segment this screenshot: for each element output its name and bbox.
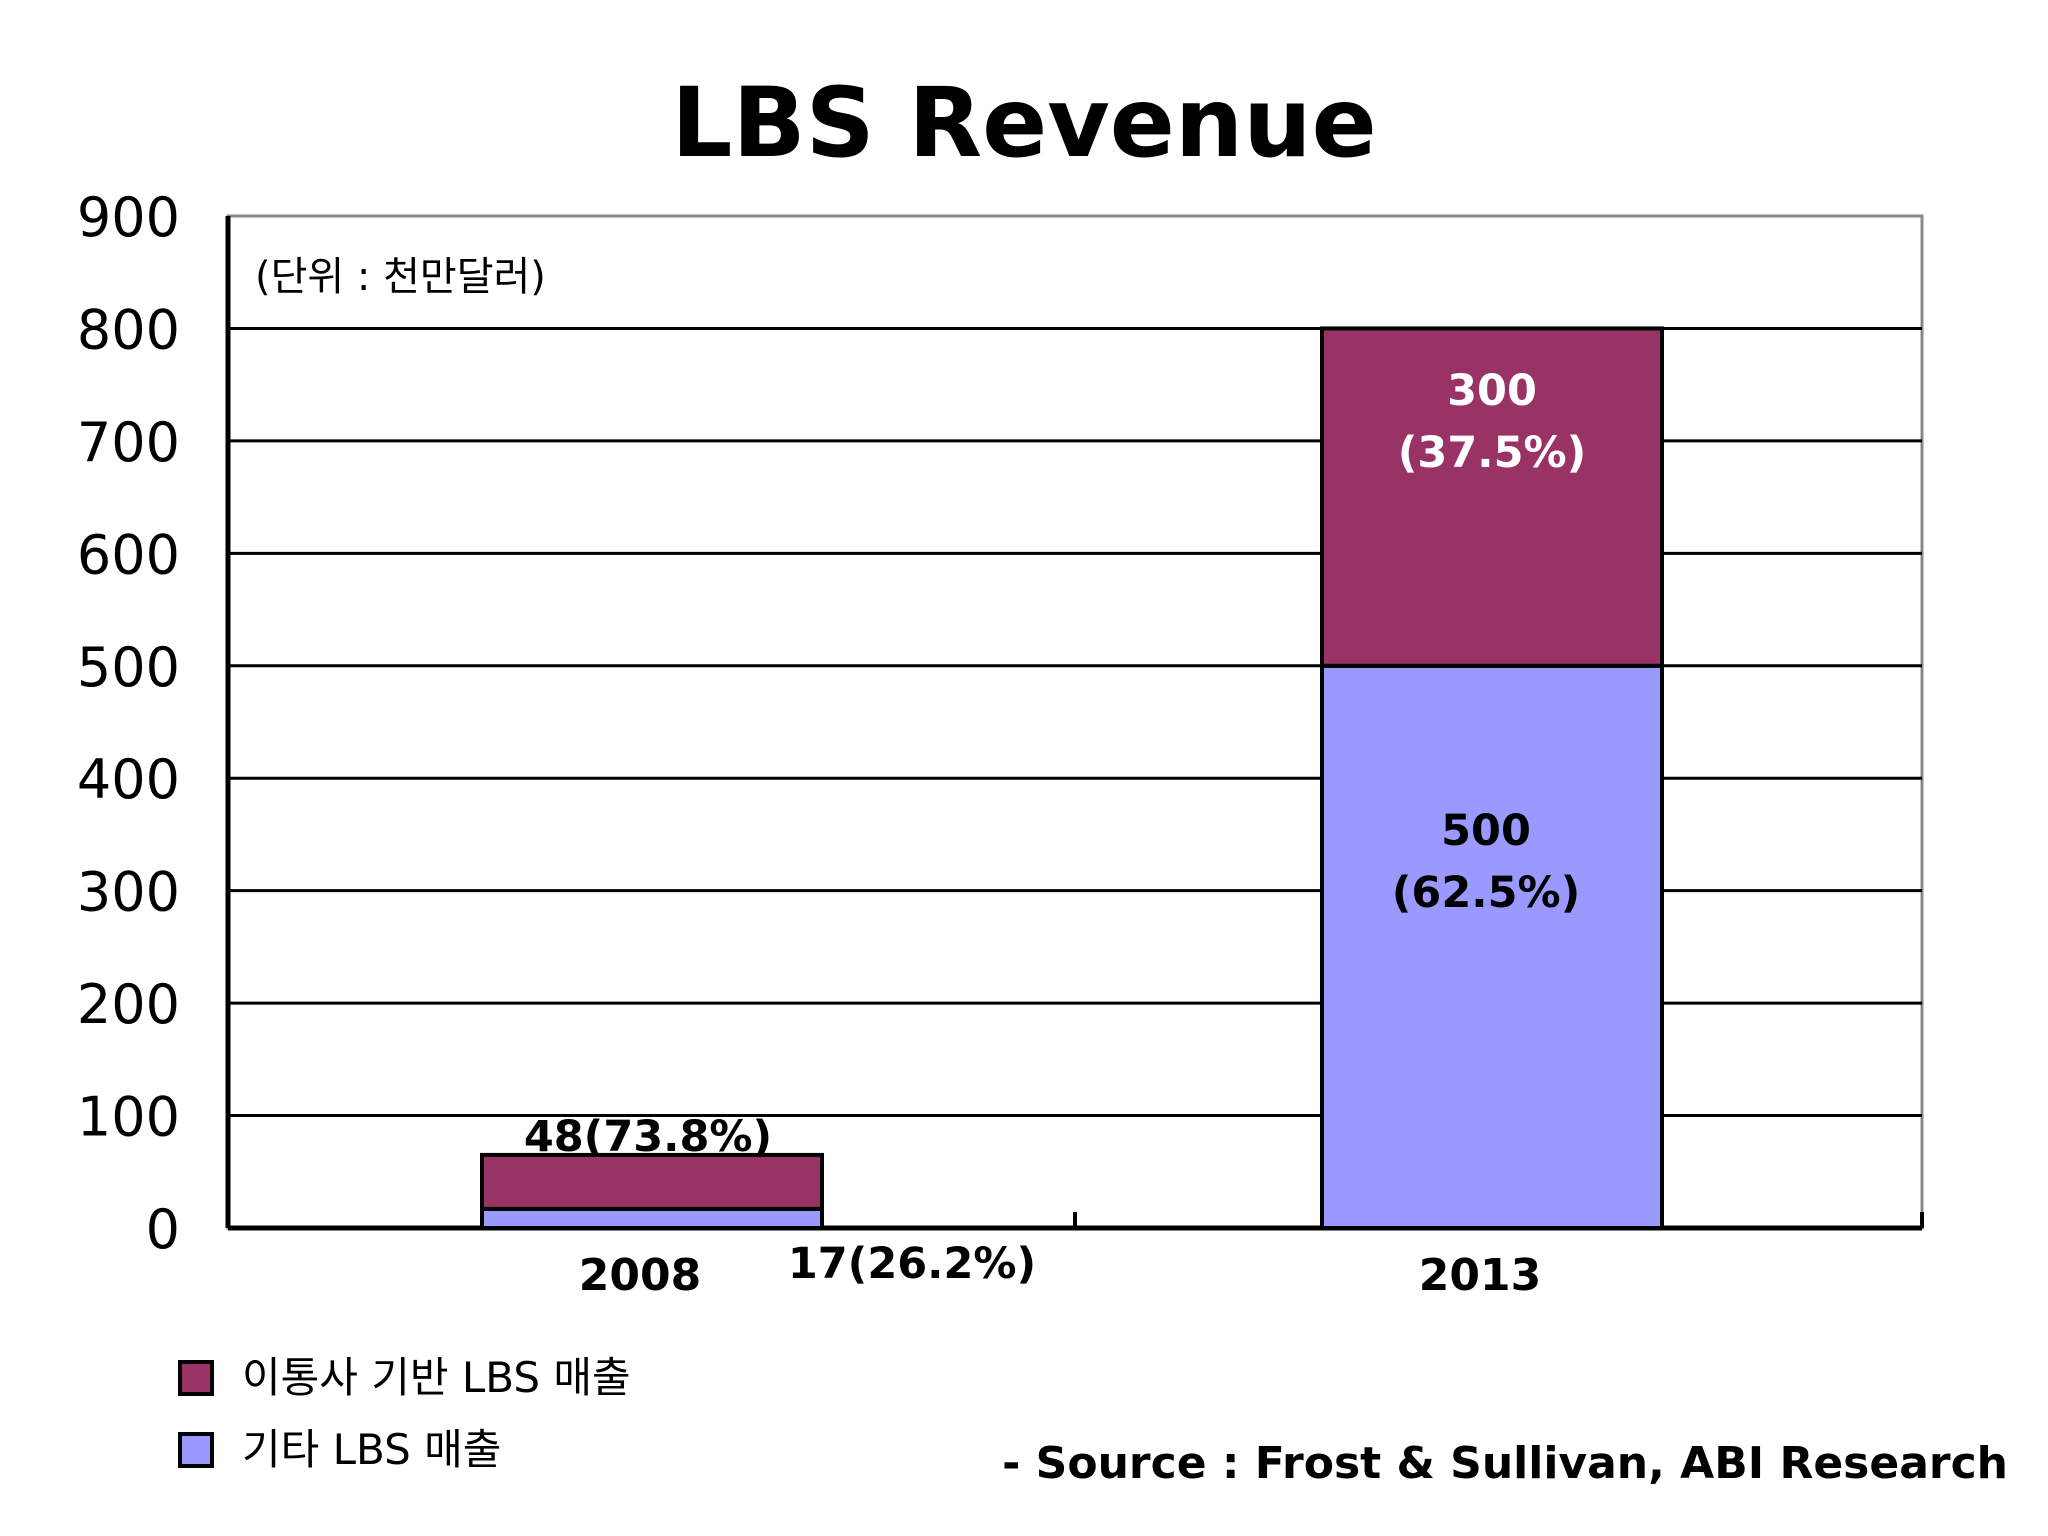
y-tick-label-500: 500 bbox=[77, 636, 180, 699]
bar-2013-series-1 bbox=[1320, 326, 1664, 668]
source-note: - Source : Frost & Sullivan, ABI Researc… bbox=[1002, 1438, 2008, 1489]
plot-area: 0 100 200 300 400 500 600 700 800 900 2008 2013 48(7… bbox=[77, 186, 1924, 1301]
data-label-2008-series-1: 48(73.8%) bbox=[524, 1112, 772, 1162]
bar-2013-series-0 bbox=[1320, 663, 1664, 1230]
legend-swatch-1 bbox=[178, 1432, 214, 1468]
y-tick-label-0: 0 bbox=[146, 1198, 180, 1261]
data-label-2013-series-0: 500 (62.5%) bbox=[1392, 806, 1580, 918]
plot-background bbox=[226, 214, 1924, 1230]
y-tick-label-800: 800 bbox=[77, 298, 180, 361]
y-tick-label-400: 400 bbox=[77, 748, 180, 811]
y-tick-label-100: 100 bbox=[77, 1086, 180, 1149]
y-tick-label-600: 600 bbox=[77, 523, 180, 586]
bar-2008-series-0 bbox=[480, 1206, 824, 1230]
y-tick-label-700: 700 bbox=[77, 411, 180, 474]
chart-title: LBS Revenue bbox=[671, 67, 1376, 179]
y-tick-label-300: 300 bbox=[77, 861, 180, 924]
x-tick-label-2013: 2013 bbox=[1419, 1250, 1541, 1301]
unit-note: (단위 : 천만달러) bbox=[255, 254, 546, 300]
legend-label-0: 이통사 기반 LBS 매출 bbox=[242, 1353, 631, 1402]
legend-swatch-0 bbox=[178, 1360, 214, 1396]
y-tick-label-900: 900 bbox=[77, 186, 180, 249]
y-tick-label-200: 200 bbox=[77, 973, 180, 1036]
bar-2008-series-1 bbox=[480, 1152, 824, 1211]
legend-label-1: 기타 LBS 매출 bbox=[242, 1425, 501, 1474]
data-label-2013-series-1: 300 (37.5%) bbox=[1398, 366, 1586, 478]
data-label-2008-series-0: 17(26.2%) bbox=[788, 1239, 1036, 1289]
x-tick-label-2008: 2008 bbox=[579, 1250, 701, 1301]
